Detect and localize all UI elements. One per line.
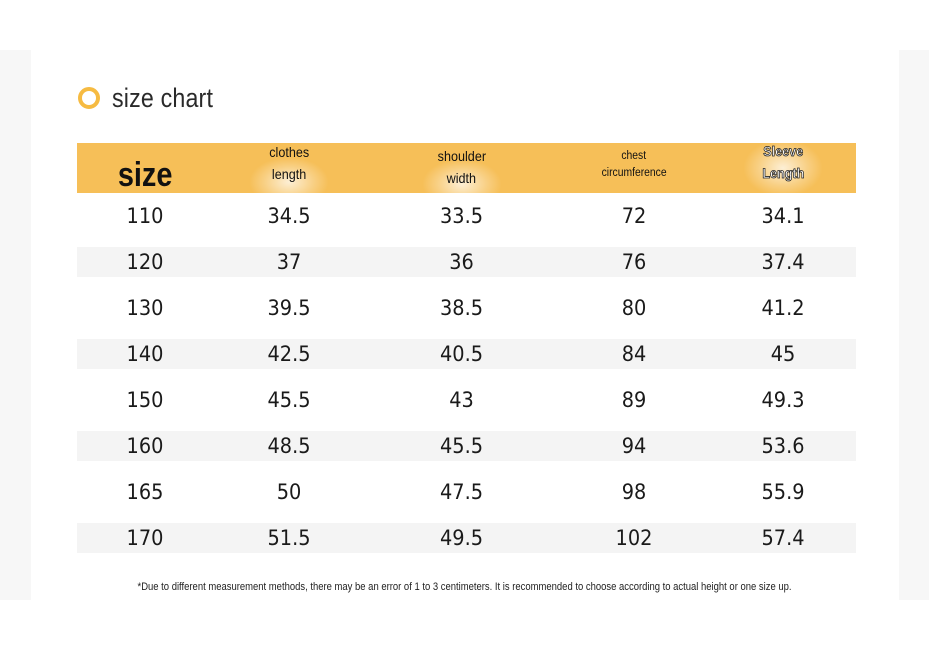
cell-chest: 89	[621, 388, 647, 412]
cell-size: 160	[126, 434, 164, 458]
header-clothes-length-line1: clothes	[269, 144, 309, 160]
cell-clothes-length: 48.5	[267, 434, 311, 458]
cell-size: 110	[126, 204, 164, 228]
cell-clothes-length: 34.5	[267, 204, 311, 228]
cell-shoulder-width: 40.5	[439, 342, 484, 366]
table-row: 110 34.5 33.5 72 34.1	[77, 193, 856, 239]
cell-shoulder-width: 47.5	[439, 480, 484, 504]
size-chart-heading: size chart	[78, 80, 230, 116]
header-size: size	[77, 143, 213, 193]
cell-clothes-length: 50	[276, 480, 302, 504]
cell-sleeve-length: 53.6	[761, 434, 805, 458]
header-sleeve-length: Sleeve Length	[710, 139, 856, 197]
cell-clothes-length: 42.5	[267, 342, 311, 366]
header-shoulder-width-line2: width	[446, 170, 477, 186]
cell-sleeve-length: 41.2	[761, 296, 805, 320]
header-shoulder-width: shoulder width	[365, 143, 558, 209]
table-row: 165 50 47.5 98 55.9	[77, 469, 856, 515]
measurement-footnote: *Due to different measurement methods, t…	[137, 581, 792, 593]
table-row: 120 37 36 76 37.4	[77, 247, 856, 277]
cell-sleeve-length: 34.1	[761, 204, 805, 228]
cell-sleeve-length: 37.4	[761, 250, 805, 274]
cell-sleeve-length: 49.3	[761, 388, 805, 412]
cell-chest: 84	[621, 342, 647, 366]
cell-shoulder-width: 33.5	[439, 204, 484, 228]
header-clothes-length: clothes length	[213, 143, 365, 207]
cell-shoulder-width: 36	[449, 250, 474, 274]
cell-chest: 76	[621, 250, 647, 274]
cell-size: 165	[126, 480, 164, 504]
cell-chest: 98	[621, 480, 647, 504]
cell-clothes-length: 45.5	[267, 388, 311, 412]
cell-shoulder-width: 38.5	[439, 296, 484, 320]
right-background-band	[899, 50, 929, 600]
table-row: 170 51.5 49.5 102 57.4	[77, 523, 856, 553]
cell-clothes-length: 39.5	[267, 296, 311, 320]
left-background-band	[0, 50, 31, 600]
table-row: 130 39.5 38.5 80 41.2	[77, 285, 856, 331]
cell-sleeve-length: 55.9	[761, 480, 805, 504]
cell-shoulder-width: 49.5	[439, 526, 484, 550]
cell-size: 170	[126, 526, 164, 550]
header-chest-line1: chest	[621, 150, 647, 162]
table-row: 150 45.5 43 89 49.3	[77, 377, 856, 423]
table-row: 140 42.5 40.5 84 45	[77, 339, 856, 369]
cell-sleeve-length: 45	[770, 342, 796, 366]
size-table: size clothes length shoulder width chest…	[77, 139, 856, 561]
cell-shoulder-width: 43	[449, 388, 474, 412]
cell-chest: 94	[621, 434, 647, 458]
cell-chest: 80	[621, 296, 647, 320]
cell-clothes-length: 51.5	[267, 526, 311, 550]
cell-clothes-length: 37	[276, 250, 302, 274]
header-chest-circumference: chest circumference	[558, 143, 710, 193]
cell-size: 140	[126, 342, 164, 366]
header-clothes-length-line2: length	[271, 166, 307, 182]
header-shoulder-width-line1: shoulder	[437, 148, 486, 164]
header-chest-line2: circumference	[601, 167, 667, 179]
ring-icon	[78, 87, 100, 109]
header-sleeve-line2: Length	[762, 165, 805, 182]
cell-size: 130	[126, 296, 164, 320]
table-row: 160 48.5 45.5 94 53.6	[77, 431, 856, 461]
header-size-label: size	[117, 156, 173, 194]
page-title: size chart	[112, 82, 214, 113]
table-header-row: size clothes length shoulder width chest…	[77, 139, 856, 209]
cell-size: 120	[126, 250, 164, 274]
cell-size: 150	[126, 388, 164, 412]
header-sleeve-line1: Sleeve	[763, 143, 804, 160]
cell-sleeve-length: 57.4	[761, 526, 805, 550]
cell-chest: 72	[621, 204, 647, 228]
cell-chest: 102	[615, 526, 653, 550]
cell-shoulder-width: 45.5	[439, 434, 484, 458]
